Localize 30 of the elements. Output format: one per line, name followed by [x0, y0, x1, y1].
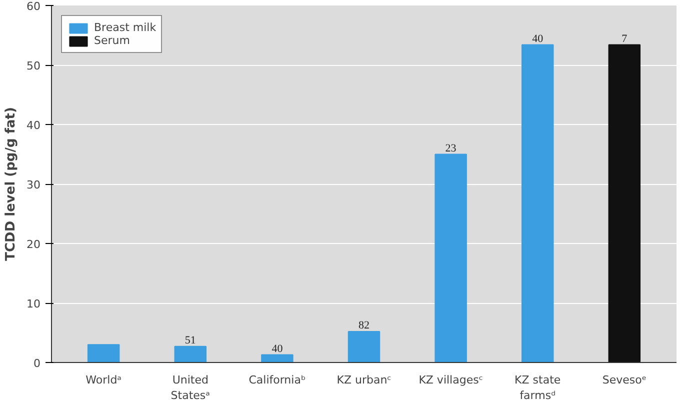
x-tick-label: Californiaᵇ	[248, 374, 306, 386]
legend-label: Breast milk	[94, 21, 156, 34]
bar	[521, 44, 554, 362]
x-tick-label: Sevesoᵉ	[602, 374, 646, 386]
annotation: 51	[184, 334, 196, 346]
annotation: 40	[272, 342, 284, 355]
annotation: 82	[358, 320, 370, 332]
bar	[261, 354, 294, 362]
bar	[174, 346, 207, 362]
x-tick-label: Worldᵃ	[86, 374, 122, 386]
bar	[608, 44, 641, 362]
bar	[87, 344, 120, 362]
x-tick-label: KZ urbanᶜ	[336, 374, 392, 386]
x-tick-label: United Statesᵃ	[170, 374, 210, 402]
y-tick-label: 40	[26, 119, 41, 132]
bar	[434, 154, 467, 362]
y-tick-label: 50	[26, 60, 41, 72]
y-tick-label: 20	[26, 238, 41, 251]
x-tick-label: KZ villagesᶜ	[418, 374, 483, 386]
legend-label: Serum	[94, 34, 130, 47]
y-tick-label: 30	[26, 178, 41, 192]
bar	[348, 331, 380, 362]
y-tick-label: 0	[34, 357, 40, 370]
annotation: 7	[622, 32, 628, 45]
annotation: 23	[445, 142, 457, 154]
y-tick-label: 60	[26, 0, 41, 13]
y-tick-label: 10	[26, 298, 41, 310]
x-tick-label: KZ state farmsᵈ	[514, 374, 561, 402]
y-axis-title: TCDD level (pg/g fat)	[4, 107, 19, 261]
annotation: 40	[532, 32, 544, 45]
